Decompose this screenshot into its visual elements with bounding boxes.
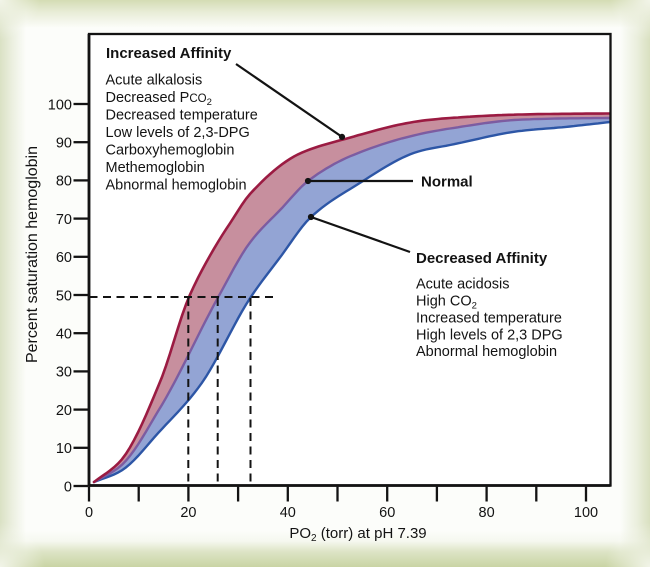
svg-text:30: 30 xyxy=(56,365,72,381)
svg-text:40: 40 xyxy=(56,327,72,343)
svg-text:70: 70 xyxy=(56,212,72,228)
svg-text:0: 0 xyxy=(64,479,72,495)
svg-text:Increased Affinity: Increased Affinity xyxy=(106,45,232,62)
svg-text:Decreased PCO2: Decreased PCO2 xyxy=(106,90,212,108)
svg-text:Low levels of 2,3-DPG: Low levels of 2,3-DPG xyxy=(106,125,250,141)
svg-text:90: 90 xyxy=(56,136,72,152)
svg-text:80: 80 xyxy=(479,505,495,521)
svg-text:40: 40 xyxy=(280,505,296,521)
svg-text:Acute acidosis: Acute acidosis xyxy=(416,277,510,293)
svg-text:50: 50 xyxy=(56,288,72,304)
svg-text:High levels of 2,3 DPG: High levels of 2,3 DPG xyxy=(416,327,563,343)
svg-text:Decreased Affinity: Decreased Affinity xyxy=(416,250,548,267)
svg-text:Acute alkalosis: Acute alkalosis xyxy=(106,73,203,89)
svg-text:60: 60 xyxy=(379,505,395,521)
svg-text:High CO2: High CO2 xyxy=(416,294,477,312)
svg-text:80: 80 xyxy=(56,174,72,190)
svg-text:PO2 (torr) at pH 7.39: PO2 (torr) at pH 7.39 xyxy=(289,525,426,544)
svg-text:Carboxyhemoglobin: Carboxyhemoglobin xyxy=(106,143,235,159)
svg-text:20: 20 xyxy=(180,505,196,521)
svg-text:Abnormal hemoglobin: Abnormal hemoglobin xyxy=(416,344,557,360)
svg-text:Methemoglobin: Methemoglobin xyxy=(106,160,205,176)
svg-text:60: 60 xyxy=(56,250,72,266)
svg-text:Decreased temperature: Decreased temperature xyxy=(106,108,258,124)
svg-text:20: 20 xyxy=(56,403,72,419)
svg-text:Percent saturation hemoglobin: Percent saturation hemoglobin xyxy=(24,146,41,363)
svg-text:Abnormal hemoglobin: Abnormal hemoglobin xyxy=(106,178,247,194)
svg-text:100: 100 xyxy=(574,505,598,521)
svg-text:100: 100 xyxy=(48,97,72,113)
svg-text:0: 0 xyxy=(85,505,93,521)
svg-text:Normal: Normal xyxy=(421,173,473,190)
svg-text:Increased temperature: Increased temperature xyxy=(416,310,562,326)
svg-text:10: 10 xyxy=(56,441,72,457)
